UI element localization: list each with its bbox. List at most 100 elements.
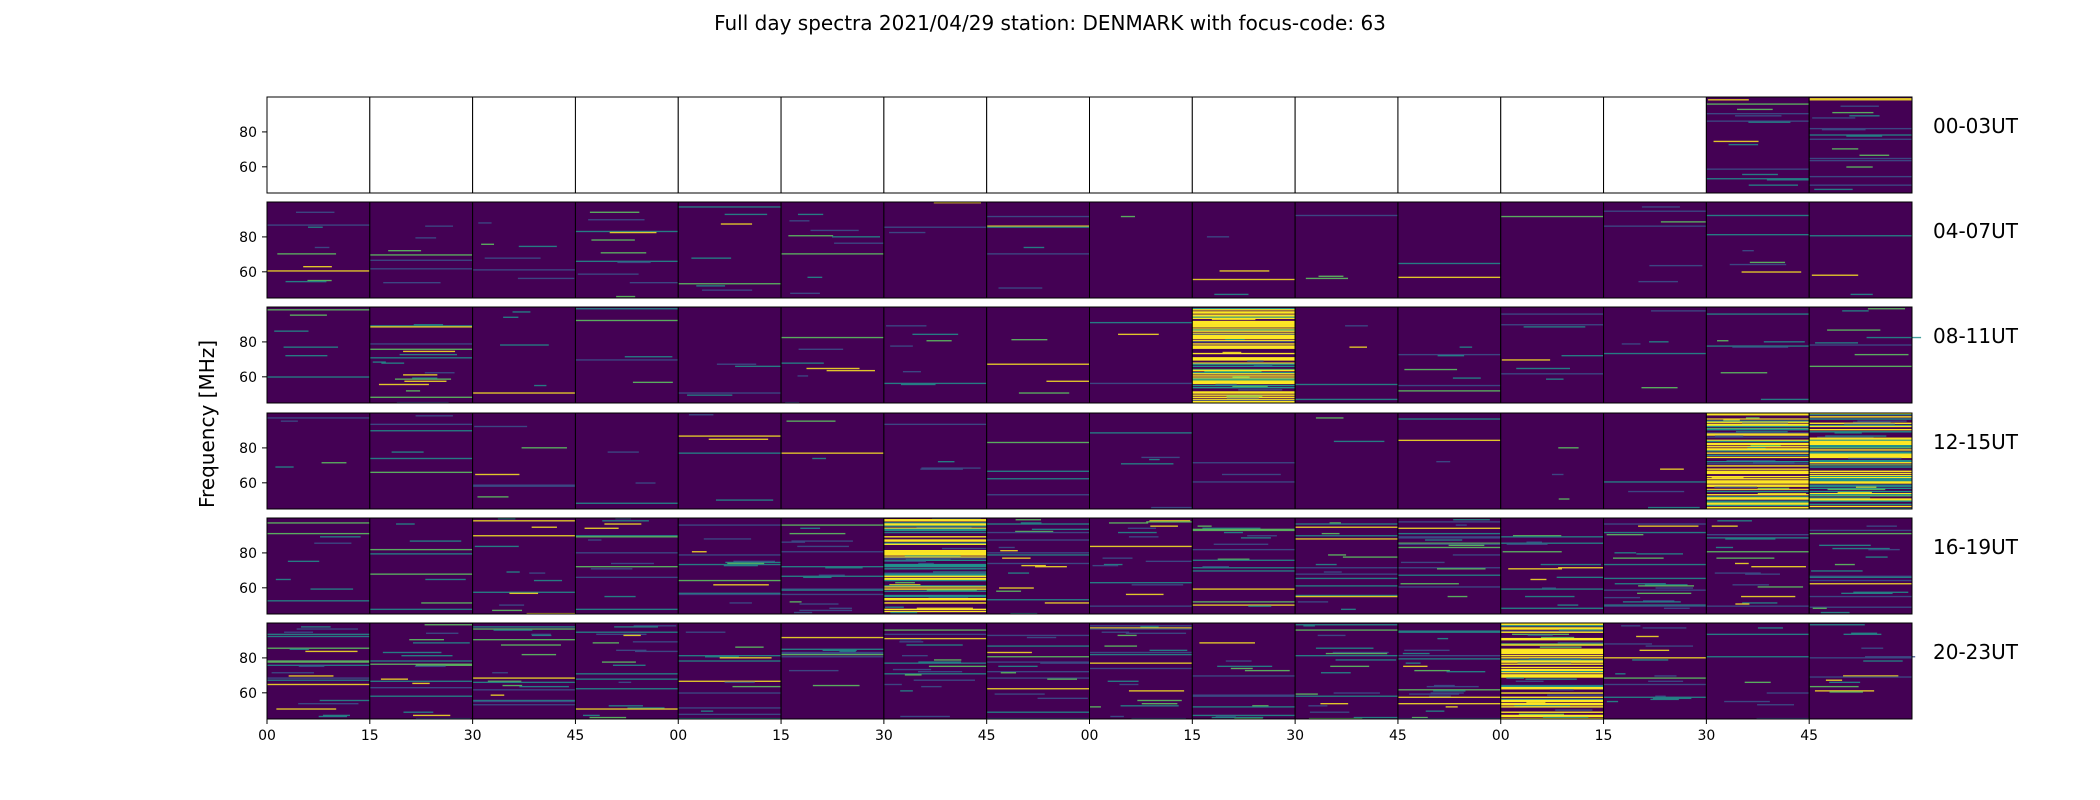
- spectral-line: [1328, 554, 1347, 556]
- spectrum-panel: [1089, 96, 1193, 194]
- emission-band: [1500, 644, 1604, 646]
- spectral-line: [635, 482, 656, 484]
- spectral-line: [534, 384, 547, 387]
- spectral-line: [1603, 225, 1707, 227]
- spectral-line: [781, 551, 884, 553]
- spectral-line: [632, 381, 673, 384]
- spectral-line: [1149, 649, 1188, 652]
- spectral-line: [1295, 398, 1398, 401]
- spectral-line: [1315, 647, 1374, 649]
- spectrum-panel: [1808, 306, 1922, 404]
- spectral-line: [575, 260, 679, 263]
- emission-band: [1706, 440, 1810, 443]
- emission-band: [1809, 453, 1912, 455]
- spectral-line: [369, 326, 473, 328]
- emission-band: [1192, 321, 1296, 324]
- spectral-line: [1748, 184, 1798, 186]
- emission-band: [1809, 442, 1912, 445]
- spectral-line: [1403, 665, 1428, 668]
- spectrum-panel: [1294, 96, 1399, 194]
- emission-band: [1706, 480, 1810, 482]
- spectral-line: [1455, 524, 1467, 526]
- panel-background: [1500, 518, 1604, 614]
- spectral-line: [472, 392, 576, 394]
- emission-band: [1192, 308, 1296, 310]
- spectral-line: [616, 649, 647, 652]
- emission-band: [1500, 711, 1604, 713]
- spectral-line: [1525, 595, 1575, 598]
- spectral-line: [1295, 535, 1398, 537]
- spectral-line: [1831, 148, 1859, 150]
- emission-band: [1706, 498, 1810, 500]
- spectral-line: [1603, 531, 1707, 534]
- spectral-line: [1397, 543, 1501, 545]
- y-tick-label: 80: [239, 651, 257, 667]
- spectral-line: [1217, 665, 1273, 668]
- spectral-line: [1089, 653, 1193, 656]
- spectral-line: [575, 678, 679, 680]
- spectral-line: [1716, 557, 1775, 559]
- spectral-line: [1089, 662, 1193, 664]
- spectral-line: [319, 699, 371, 702]
- spectral-line: [267, 417, 370, 419]
- row-00-03UT: 60 80 00-03UT: [239, 96, 2019, 194]
- spectral-line: [900, 715, 950, 718]
- spectral-line: [1333, 692, 1380, 694]
- spectrum-panel: [1089, 412, 1203, 510]
- spectrum-panel: [266, 622, 371, 720]
- spectral-line: [623, 634, 641, 637]
- spectral-line: [472, 639, 576, 641]
- spectrum-panel: [1397, 412, 1502, 510]
- spectral-line: [1500, 630, 1604, 632]
- spectrum-panel: [677, 306, 782, 404]
- spectral-line: [1603, 677, 1707, 679]
- spectral-line: [933, 659, 962, 661]
- spectral-line: [727, 562, 765, 565]
- spectrum-panel: [266, 412, 371, 510]
- spectral-line: [1295, 585, 1398, 587]
- panel-background: [1295, 413, 1398, 509]
- spectral-line: [627, 707, 665, 709]
- spectrum-panel: [1294, 622, 1401, 720]
- spectral-line: [1606, 534, 1644, 536]
- spectral-line: [678, 452, 782, 454]
- emission-band: [1706, 485, 1810, 487]
- spectral-line: [1400, 583, 1459, 585]
- emission-band: [1809, 429, 1912, 431]
- spectral-line: [1812, 117, 1856, 119]
- spectral-line: [1809, 159, 1912, 162]
- spectral-line: [803, 576, 832, 579]
- spectrum-panel: [1089, 517, 1205, 615]
- spectral-line: [1811, 570, 1863, 572]
- panel-background: [1192, 413, 1296, 509]
- spectral-line: [705, 656, 739, 658]
- spectral-line: [1425, 539, 1463, 541]
- spectrum-panel: [780, 201, 885, 299]
- spectral-line: [421, 602, 477, 604]
- spectral-line: [1732, 346, 1789, 348]
- spectral-line: [678, 692, 782, 694]
- spectral-line: [369, 663, 473, 665]
- emission-band: [1500, 685, 1604, 688]
- spectral-line: [1741, 595, 1796, 598]
- x-tick-label: 30: [875, 728, 893, 744]
- spectral-line: [1820, 611, 1850, 614]
- spectral-line: [685, 631, 726, 633]
- spectral-line: [921, 467, 981, 469]
- spectral-line: [1127, 527, 1157, 529]
- emission-band: [1809, 493, 1912, 495]
- spectral-line: [1865, 556, 1888, 558]
- emission-band: [1192, 392, 1296, 394]
- spectral-line: [610, 562, 654, 565]
- panel-frame: [1808, 306, 1913, 404]
- panel-background: [472, 202, 576, 298]
- spectral-line: [1857, 420, 1907, 422]
- spectral-line: [1414, 669, 1450, 672]
- spectrum-panel: [883, 96, 988, 194]
- emission-band: [1192, 332, 1296, 334]
- spectral-line: [1192, 529, 1296, 532]
- spectral-line: [372, 361, 386, 363]
- panel-background: [1089, 623, 1193, 719]
- spectral-line: [933, 202, 982, 204]
- spectral-line: [678, 392, 782, 394]
